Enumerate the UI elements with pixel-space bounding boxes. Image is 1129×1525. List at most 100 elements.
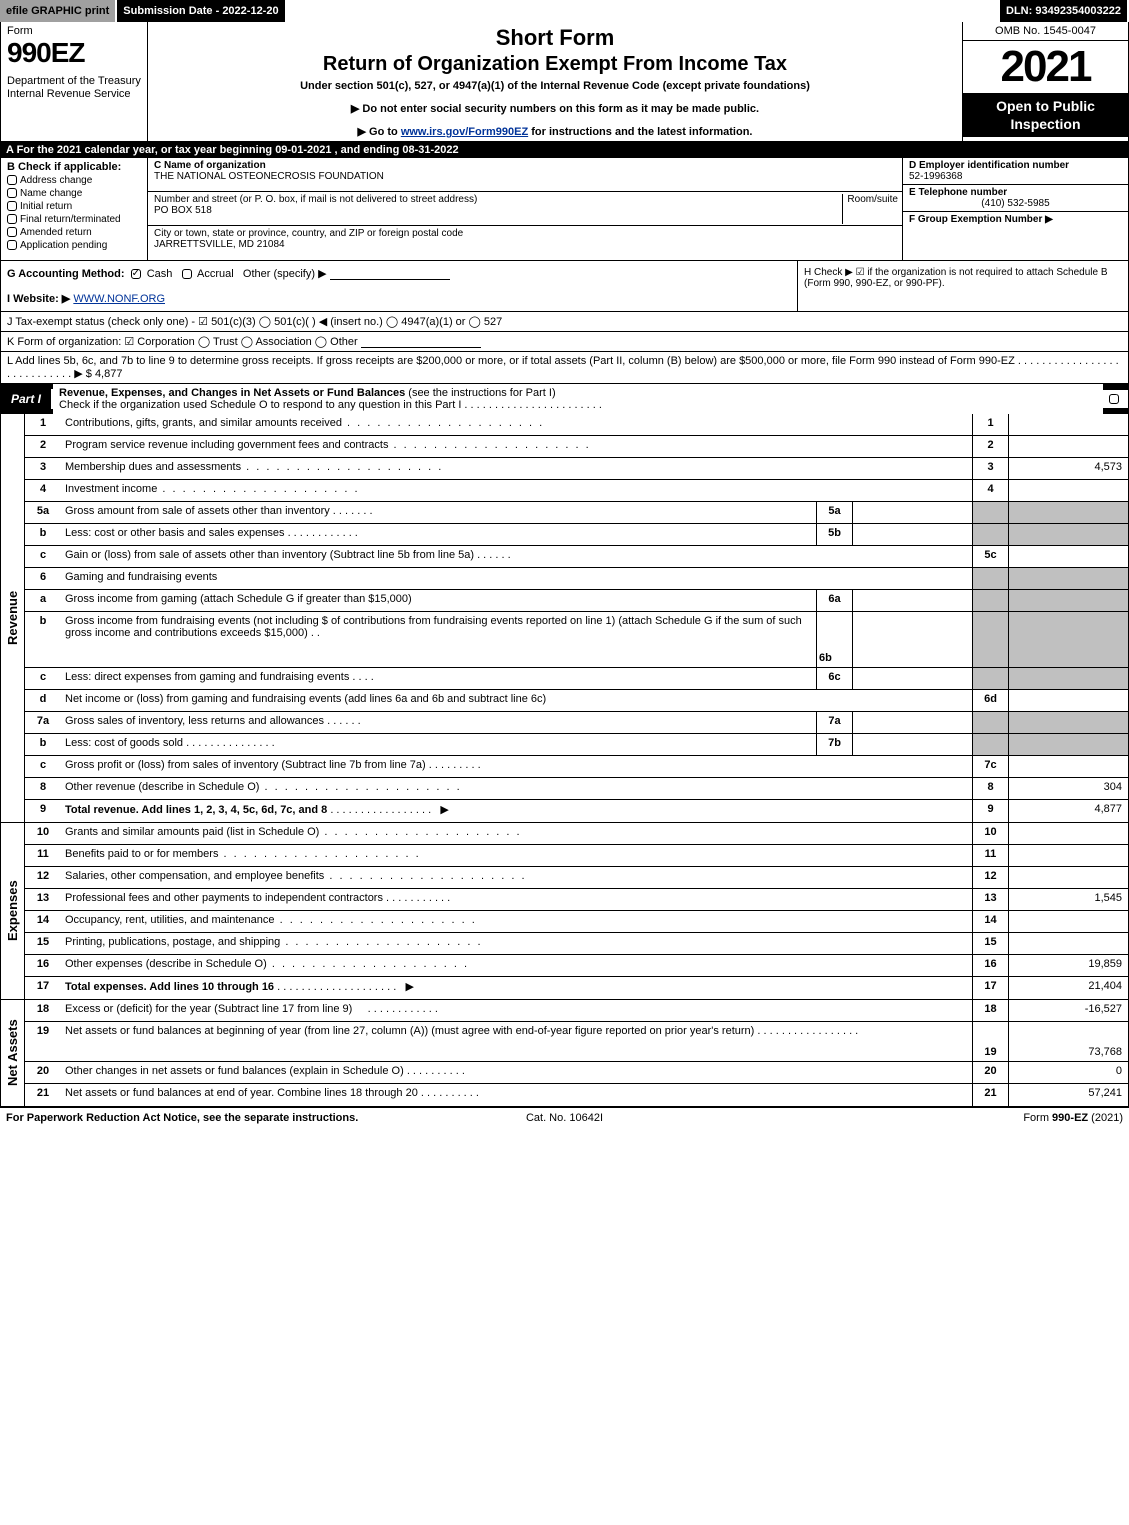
other-specify-line[interactable] [330, 268, 450, 280]
footer-cat-no: Cat. No. 10642I [378, 1112, 750, 1124]
row-15: 15Printing, publications, postage, and s… [25, 933, 1128, 955]
row-9: 9Total revenue. Add lines 1, 2, 3, 4, 5c… [25, 800, 1128, 822]
row-11: 11Benefits paid to or for members11 [25, 845, 1128, 867]
header-right: OMB No. 1545-0047 2021 Open to Public In… [963, 22, 1128, 141]
street-block: Number and street (or P. O. box, if mail… [148, 192, 902, 226]
chk-cash[interactable] [131, 269, 141, 279]
row-16: 16Other expenses (describe in Schedule O… [25, 955, 1128, 977]
part-1-schedule-o-check[interactable] [1103, 390, 1128, 408]
row-a-tax-year: A For the 2021 calendar year, or tax yea… [0, 142, 1129, 158]
expenses-side-label: Expenses [1, 823, 25, 999]
row-3: 3Membership dues and assessments34,573 [25, 458, 1128, 480]
top-bar: efile GRAPHIC print Submission Date - 20… [0, 0, 1129, 22]
ssn-warning: ▶ Do not enter social security numbers o… [154, 102, 956, 115]
revenue-table: Revenue 1Contributions, gifts, grants, a… [0, 414, 1129, 823]
row-20: 20Other changes in net assets or fund ba… [25, 1062, 1128, 1084]
row-8: 8Other revenue (describe in Schedule O)8… [25, 778, 1128, 800]
row-13: 13Professional fees and other payments t… [25, 889, 1128, 911]
chk-amended-return[interactable]: Amended return [7, 227, 141, 238]
row-5b: bLess: cost or other basis and sales exp… [25, 524, 1128, 546]
chk-name-change[interactable]: Name change [7, 188, 141, 199]
form-subtitle: Under section 501(c), 527, or 4947(a)(1)… [154, 80, 956, 92]
dept-label: Department of the Treasury Internal Reve… [7, 75, 141, 101]
line-k: K Form of organization: ☑ Corporation ◯ … [0, 332, 1129, 352]
org-name-block: C Name of organization THE NATIONAL OSTE… [148, 158, 902, 192]
row-6a: aGross income from gaming (attach Schedu… [25, 590, 1128, 612]
org-name: THE NATIONAL OSTEONECROSIS FOUNDATION [154, 171, 384, 182]
part-1-header: Part I Revenue, Expenses, and Changes in… [0, 384, 1129, 414]
form-header: Form 990EZ Department of the Treasury In… [0, 22, 1129, 142]
city-state-zip: JARRETTSVILLE, MD 21084 [154, 239, 285, 250]
omb-number: OMB No. 1545-0047 [963, 22, 1128, 41]
footer-form-ref: Form 990-EZ (2021) [751, 1112, 1123, 1124]
tel-block: E Telephone number (410) 532-5985 [903, 185, 1128, 212]
row-6d: dNet income or (loss) from gaming and fu… [25, 690, 1128, 712]
irs-link[interactable]: www.irs.gov/Form990EZ [401, 126, 528, 138]
row-10: 10Grants and similar amounts paid (list … [25, 823, 1128, 845]
b-label: B Check if applicable: [7, 161, 141, 173]
row-19: 19Net assets or fund balances at beginni… [25, 1022, 1128, 1062]
row-6c: cLess: direct expenses from gaming and f… [25, 668, 1128, 690]
chk-address-change[interactable]: Address change [7, 175, 141, 186]
section-bcdef: B Check if applicable: Address change Na… [0, 158, 1129, 260]
efile-print[interactable]: efile GRAPHIC print [0, 0, 117, 22]
row-6: 6Gaming and fundraising events [25, 568, 1128, 590]
net-assets-side-label: Net Assets [1, 1000, 25, 1106]
column-b: B Check if applicable: Address change Na… [1, 158, 148, 260]
row-14: 14Occupancy, rent, utilities, and mainte… [25, 911, 1128, 933]
row-2: 2Program service revenue including gover… [25, 436, 1128, 458]
row-7b: bLess: cost of goods sold . . . . . . . … [25, 734, 1128, 756]
section-h: H Check ▶ ☑ if the organization is not r… [798, 261, 1128, 311]
form-number: 990EZ [7, 37, 141, 69]
expenses-table: Expenses 10Grants and similar amounts pa… [0, 823, 1129, 1000]
chk-initial-return[interactable]: Initial return [7, 201, 141, 212]
footer-paperwork: For Paperwork Reduction Act Notice, see … [6, 1112, 378, 1124]
ein-block: D Employer identification number 52-1996… [903, 158, 1128, 185]
row-7a: 7aGross sales of inventory, less returns… [25, 712, 1128, 734]
dln: DLN: 93492354003222 [1000, 0, 1129, 22]
line-l: L Add lines 5b, 6c, and 7b to line 9 to … [0, 352, 1129, 384]
chk-accrual[interactable] [182, 269, 192, 279]
part-1-tab: Part I [1, 389, 53, 409]
other-org-line[interactable] [361, 336, 481, 348]
telephone: (410) 532-5985 [909, 198, 1122, 209]
tax-year: 2021 [963, 41, 1128, 93]
website-link[interactable]: WWW.NONF.ORG [73, 293, 165, 305]
line-l-amount: $ 4,877 [86, 368, 123, 380]
form-label: Form [7, 25, 141, 37]
page-footer: For Paperwork Reduction Act Notice, see … [0, 1107, 1129, 1128]
section-gh: G Accounting Method: Cash Accrual Other … [0, 260, 1129, 312]
goto-link-line: ▶ Go to www.irs.gov/Form990EZ for instru… [154, 125, 956, 138]
street-address: PO BOX 518 [154, 205, 212, 216]
topbar-spacer [287, 0, 1000, 22]
chk-application-pending[interactable]: Application pending [7, 240, 141, 251]
column-c: C Name of organization THE NATIONAL OSTE… [148, 158, 903, 260]
accounting-method: G Accounting Method: Cash Accrual Other … [1, 261, 798, 311]
row-12: 12Salaries, other compensation, and empl… [25, 867, 1128, 889]
city-block: City or town, state or province, country… [148, 226, 902, 260]
form-title: Return of Organization Exempt From Incom… [154, 53, 956, 76]
row-4: 4Investment income4 [25, 480, 1128, 502]
room-suite-label: Room/suite [842, 194, 898, 224]
row-6b: bGross income from fundraising events (n… [25, 612, 1128, 668]
row-17: 17Total expenses. Add lines 10 through 1… [25, 977, 1128, 999]
header-left: Form 990EZ Department of the Treasury In… [1, 22, 148, 141]
row-5a: 5aGross amount from sale of assets other… [25, 502, 1128, 524]
short-form-title: Short Form [154, 25, 956, 51]
line-j: J Tax-exempt status (check only one) - ☑… [0, 312, 1129, 332]
row-21: 21Net assets or fund balances at end of … [25, 1084, 1128, 1106]
submission-date: Submission Date - 2022-12-20 [117, 0, 286, 22]
row-7c: cGross profit or (loss) from sales of in… [25, 756, 1128, 778]
header-center: Short Form Return of Organization Exempt… [148, 22, 963, 141]
chk-final-return[interactable]: Final return/terminated [7, 214, 141, 225]
row-18: 18Excess or (deficit) for the year (Subt… [25, 1000, 1128, 1022]
row-1: 1Contributions, gifts, grants, and simil… [25, 414, 1128, 436]
row-5c: cGain or (loss) from sale of assets othe… [25, 546, 1128, 568]
public-inspection: Open to Public Inspection [963, 93, 1128, 137]
net-assets-table: Net Assets 18Excess or (deficit) for the… [0, 1000, 1129, 1107]
group-exemption-block: F Group Exemption Number ▶ [903, 212, 1128, 227]
column-def: D Employer identification number 52-1996… [903, 158, 1128, 260]
ein: 52-1996368 [909, 171, 962, 182]
part-1-title: Revenue, Expenses, and Changes in Net As… [53, 384, 1103, 414]
revenue-side-label: Revenue [1, 414, 25, 822]
